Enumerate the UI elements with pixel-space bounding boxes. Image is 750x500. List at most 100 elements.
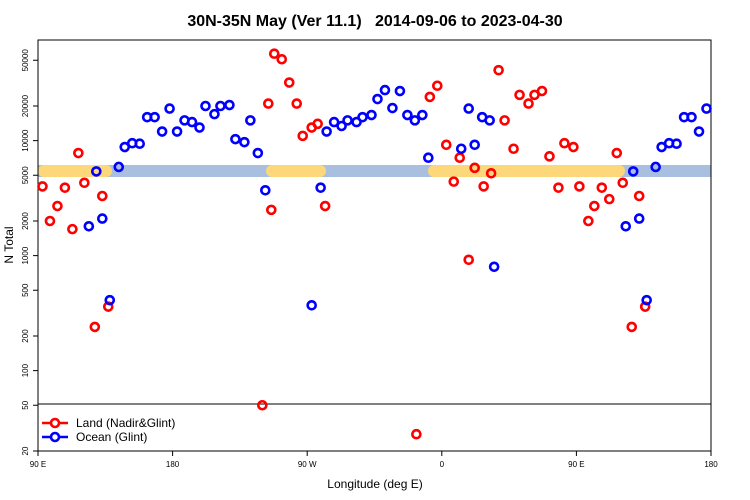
point <box>620 220 632 232</box>
point <box>52 200 63 212</box>
x-tick-label: 90 E <box>568 460 584 469</box>
point <box>67 223 78 235</box>
point <box>297 130 309 142</box>
point <box>79 177 90 189</box>
point <box>357 111 368 123</box>
y-tick-label: 20000 <box>21 94 30 117</box>
y-tick-label: 1000 <box>21 246 30 264</box>
point <box>104 294 116 306</box>
point <box>469 139 481 151</box>
point <box>387 102 398 114</box>
point <box>260 184 271 196</box>
y-tick-label: 50 <box>21 400 30 409</box>
y-tick-label: 10000 <box>21 129 30 152</box>
point <box>209 108 220 120</box>
point <box>493 64 504 76</box>
point <box>650 161 661 173</box>
point <box>484 115 495 126</box>
point <box>544 151 555 162</box>
point <box>372 93 383 105</box>
point <box>574 181 585 192</box>
point <box>194 122 205 133</box>
point <box>37 181 48 192</box>
point <box>366 109 377 121</box>
point <box>455 143 467 155</box>
point <box>351 116 362 128</box>
point <box>478 181 489 192</box>
point <box>252 147 264 159</box>
point <box>171 126 183 137</box>
point <box>417 109 428 121</box>
point <box>319 200 331 212</box>
point <box>626 321 638 333</box>
x-tick-label: 90 W <box>298 460 317 469</box>
point <box>336 120 347 132</box>
point <box>91 166 102 177</box>
point <box>200 100 211 112</box>
point <box>611 147 623 159</box>
point <box>224 99 235 111</box>
y-tick-label: 2000 <box>21 212 30 230</box>
legend: Land (Nadir&Glint)Ocean (Glint) <box>42 416 175 444</box>
point <box>402 109 413 121</box>
point <box>693 126 705 137</box>
point <box>411 428 422 440</box>
legend-label: Land (Nadir&Glint) <box>76 416 175 430</box>
point <box>523 98 534 109</box>
point <box>514 89 525 101</box>
point <box>671 138 682 150</box>
point <box>617 177 629 189</box>
x-axis-label: Longitude (deg E) <box>327 477 422 491</box>
y-tick-label: 500 <box>21 283 30 297</box>
point <box>440 139 452 151</box>
point <box>463 103 475 114</box>
point <box>604 193 615 205</box>
point <box>463 254 475 266</box>
point <box>432 80 443 92</box>
chart-title: 30N-35N May (Ver 11.1) 2014-09-06 to 202… <box>187 13 562 30</box>
y-tick-label: 200 <box>21 329 30 343</box>
point <box>283 77 295 88</box>
point <box>553 182 564 193</box>
point <box>379 84 391 96</box>
point <box>559 137 570 149</box>
x-tick-label: 0 <box>440 460 445 469</box>
point <box>268 48 280 60</box>
point <box>536 85 548 97</box>
land-ocean-band <box>38 165 711 177</box>
point <box>266 204 277 216</box>
point <box>641 294 652 306</box>
x-tick-label: 90 E <box>30 460 46 469</box>
point <box>568 141 579 153</box>
legend-marker <box>49 431 61 443</box>
point <box>134 138 145 150</box>
y-tick-label: 100 <box>21 363 30 377</box>
point <box>485 167 497 179</box>
point <box>321 126 332 137</box>
point <box>583 215 594 227</box>
point <box>89 321 101 333</box>
point <box>97 190 108 202</box>
point <box>424 91 436 103</box>
point <box>423 152 434 164</box>
point <box>59 182 71 193</box>
y-tick-label: 50000 <box>21 49 30 72</box>
point <box>97 213 108 224</box>
point <box>230 133 241 145</box>
x-tick-label: 180 <box>166 460 180 469</box>
point <box>596 182 608 193</box>
legend-label: Ocean (Glint) <box>76 430 147 444</box>
point <box>263 98 274 109</box>
point <box>312 118 323 130</box>
point <box>44 215 56 227</box>
y-axis-label: N Total <box>2 226 16 263</box>
legend-marker <box>49 417 61 429</box>
point <box>73 147 84 159</box>
point <box>499 115 510 126</box>
point <box>156 126 168 137</box>
point <box>488 261 500 273</box>
point <box>83 220 95 232</box>
point <box>149 111 160 123</box>
point <box>701 103 712 114</box>
